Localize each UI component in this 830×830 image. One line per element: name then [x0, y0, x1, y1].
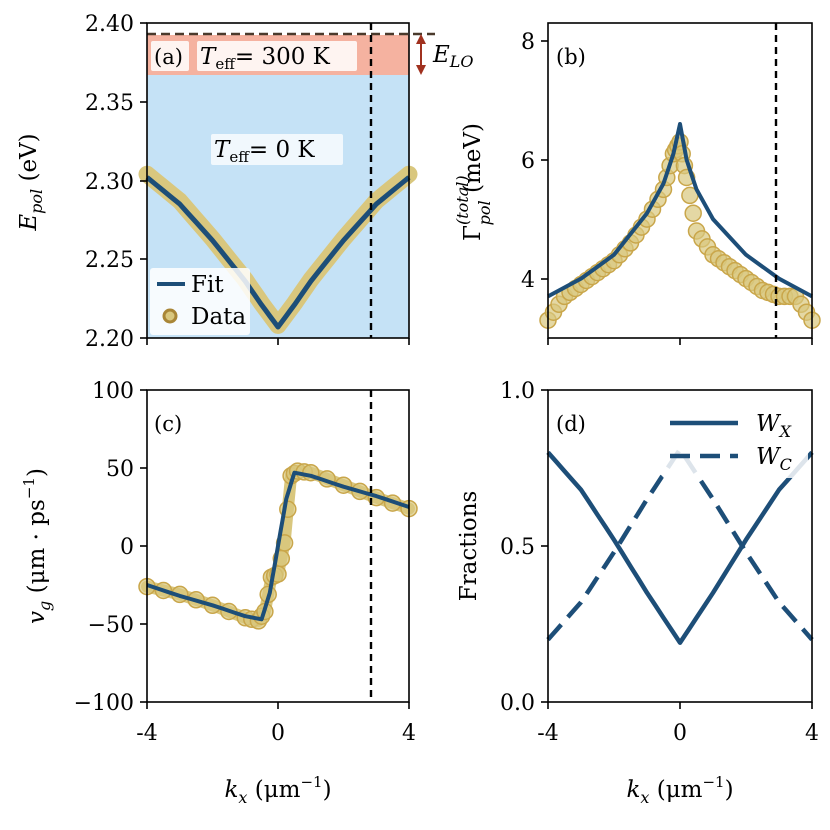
- y-tick-label-d: 0.0: [500, 691, 535, 716]
- panel-label-d: (d): [556, 412, 586, 436]
- elo-arrow-head-up: [416, 34, 426, 44]
- x-tick-label-c: 0: [271, 721, 285, 746]
- y-tick-label-b: 6: [521, 149, 535, 174]
- panel-label-box-d: [553, 408, 593, 438]
- panel-label-c: (c): [154, 412, 182, 436]
- y-tick-label-c: −100: [74, 691, 134, 716]
- legend-wc-label: WC: [756, 444, 792, 474]
- panel-c: 100 50 0 −50 −100 -4 0 4 vg (μm · ps−1) …: [20, 379, 418, 807]
- x-axis-label-d: kx (μm−1): [626, 773, 733, 807]
- y-tick-label-a: 2.35: [85, 91, 134, 116]
- fit-line-b: [547, 122, 813, 299]
- panel-label-box-b: [553, 41, 593, 71]
- y-tick-label-b: 8: [521, 30, 535, 55]
- legend-wx-label: WX: [756, 411, 792, 441]
- x-axis-label-c: kx (μm−1): [224, 773, 331, 807]
- y-tick-label-d: 1.0: [500, 379, 535, 404]
- x-tick-label-d: -4: [537, 721, 558, 746]
- data-points-b: [539, 133, 821, 329]
- y-axis-label-d: Fractions: [456, 491, 482, 602]
- wx-line: [546, 450, 814, 645]
- panel-label-box-c: [151, 408, 189, 438]
- y-tick-label-b: 4: [521, 268, 535, 293]
- y-axis-label-b: Γ(total) pol (meV): [453, 123, 494, 241]
- y-axis-label-c: vg (μm · ps−1): [20, 468, 54, 624]
- panel-label-b: (b): [556, 45, 586, 69]
- y-tick-label-c: −50: [88, 613, 134, 638]
- panel-d: 1.0 0.5 0.0 -4 0 4 Fractions kx (μm−1) (…: [456, 379, 819, 807]
- panel-label-a: (a): [154, 45, 183, 69]
- y-tick-label-c: 50: [106, 457, 134, 482]
- hot-region-label: Teff= 300 K: [200, 44, 331, 73]
- panel-b: 4 6 8 Γ(total) pol (meV) (b): [453, 22, 821, 345]
- elo-arrow-head-down: [416, 65, 426, 75]
- fit-line-a: [145, 175, 411, 330]
- panel-label-box-a: [151, 41, 189, 71]
- ticks-b: [541, 40, 813, 345]
- legend-fit-label: Fit: [191, 272, 224, 298]
- y-tick-label-c: 0: [120, 535, 134, 560]
- ticks-d: [541, 389, 813, 709]
- hot-label-box: [197, 41, 357, 71]
- x-tick-label-c: -4: [136, 721, 157, 746]
- y-tick-label-a: 2.20: [85, 327, 134, 352]
- y-axis-label-a: Epol (eV): [16, 133, 46, 231]
- cold-region-label: Teff= 0 K: [214, 137, 315, 166]
- y-tick-label-a: 2.25: [85, 248, 134, 273]
- y-ticks-a: [140, 22, 410, 345]
- data-point: [684, 204, 702, 222]
- x-tick-label-c: 4: [402, 721, 416, 746]
- elo-label: ELO: [432, 42, 474, 71]
- y-tick-label-d: 0.5: [500, 535, 535, 560]
- y-tick-label-c: 100: [92, 379, 134, 404]
- legend-data-label: Data: [191, 304, 246, 330]
- x-tick-label-d: 4: [805, 721, 819, 746]
- y-tick-label-a: 2.40: [85, 12, 134, 37]
- fit-line-c: [146, 470, 410, 622]
- cold-label-box: [211, 134, 343, 165]
- legend-data-swatch: [162, 308, 178, 324]
- wc-line: [546, 445, 814, 642]
- y-tick-label-a: 2.30: [85, 170, 134, 195]
- x-tick-label-d: 0: [673, 721, 687, 746]
- panel-a: 2.40 2.35 2.30 2.25 2.20 Epol (eV) (a) T…: [16, 12, 474, 352]
- ticks-c: [140, 389, 410, 709]
